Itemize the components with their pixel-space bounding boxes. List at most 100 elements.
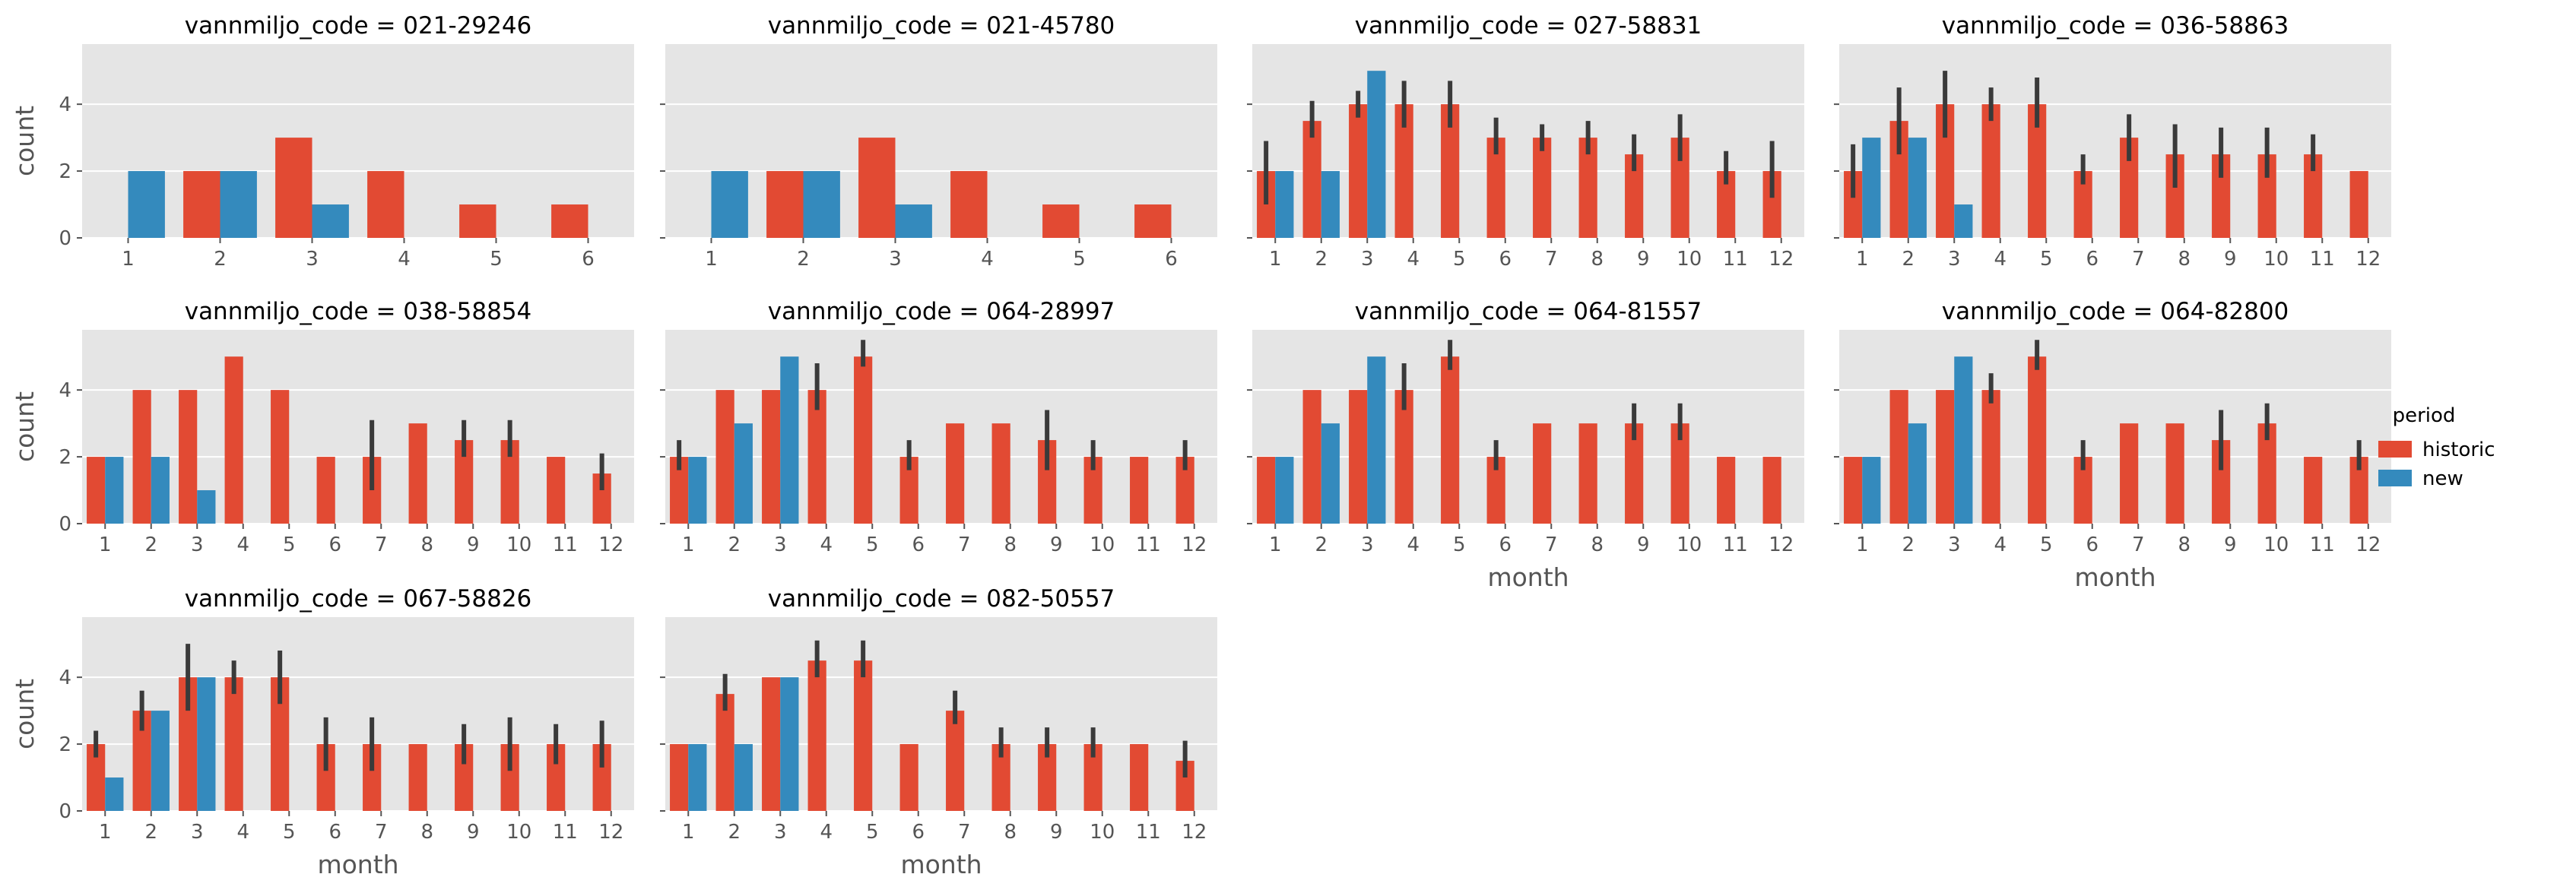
x-tick-label: 6 xyxy=(912,821,925,844)
x-tick-label: 2 xyxy=(728,821,741,844)
panel-title: vannmiljo_code = 021-29246 xyxy=(185,12,532,40)
x-tick-label: 3 xyxy=(191,534,204,556)
bar-historic xyxy=(1844,457,1863,524)
x-tick-label: 6 xyxy=(328,534,341,556)
x-axis-label: month xyxy=(900,850,982,879)
bar-new xyxy=(197,677,216,811)
y-tick-label: 0 xyxy=(59,800,71,823)
x-tick-label: 4 xyxy=(1994,534,2007,556)
bar-historic xyxy=(1302,390,1321,524)
x-tick-label: 8 xyxy=(420,821,433,844)
bar-new xyxy=(1908,423,1927,524)
x-tick-label: 2 xyxy=(1902,248,1915,271)
x-tick-label: 7 xyxy=(958,534,971,556)
bar-historic xyxy=(858,138,896,238)
bar-historic xyxy=(547,457,566,524)
panel-title: vannmiljo_code = 021-45780 xyxy=(768,12,1115,40)
x-tick-label: 4 xyxy=(236,821,249,844)
panel-title: vannmiljo_code = 036-58863 xyxy=(1942,12,2289,40)
bar-historic xyxy=(950,171,988,238)
x-tick-label: 3 xyxy=(191,821,204,844)
x-tick-label: 12 xyxy=(2356,534,2381,556)
bar-new xyxy=(105,457,124,524)
bar-historic xyxy=(224,677,243,811)
x-tick-label: 2 xyxy=(728,534,741,556)
bar-historic xyxy=(316,457,335,524)
x-tick-label: 11 xyxy=(2310,248,2335,271)
bar-historic xyxy=(1578,423,1597,524)
bar-historic xyxy=(1042,204,1080,238)
x-tick-label: 6 xyxy=(912,534,925,556)
x-tick-label: 1 xyxy=(99,534,112,556)
bar-new xyxy=(895,204,932,238)
bar-historic xyxy=(1130,744,1149,811)
bar-new xyxy=(711,171,748,238)
y-tick-label: 0 xyxy=(59,513,71,536)
bar-historic xyxy=(991,423,1010,524)
bar-historic xyxy=(670,744,689,811)
bar-historic xyxy=(1257,457,1276,524)
x-tick-label: 9 xyxy=(1050,821,1063,844)
x-tick-label: 1 xyxy=(682,821,695,844)
bar-new xyxy=(780,356,799,524)
bar-historic xyxy=(715,694,734,811)
x-tick-label: 7 xyxy=(2132,534,2145,556)
bar-historic xyxy=(1533,138,1552,238)
panel-title: vannmiljo_code = 064-81557 xyxy=(1355,298,1702,325)
bar-historic xyxy=(1981,390,2000,524)
bar-historic xyxy=(2165,423,2184,524)
x-tick-label: 8 xyxy=(1004,534,1017,556)
x-tick-label: 12 xyxy=(2356,248,2381,271)
y-tick-label: 2 xyxy=(59,446,71,469)
x-tick-label: 8 xyxy=(1591,534,1604,556)
panel-background xyxy=(82,44,634,238)
facet-panel: 1 2 3 4 5 6 0 2 4 vannmiljo_code = 021-29246 count xyxy=(10,12,634,271)
x-tick-label: 10 xyxy=(1677,534,1702,556)
x-tick-label: 7 xyxy=(375,534,388,556)
bar-historic xyxy=(1441,356,1460,524)
bar-historic xyxy=(762,390,781,524)
bar-historic xyxy=(807,660,826,811)
panel-background xyxy=(1252,44,1804,238)
x-tick-label: 9 xyxy=(467,534,480,556)
panel-background xyxy=(1839,44,2391,238)
x-tick-label: 8 xyxy=(1591,248,1604,271)
x-tick-label: 6 xyxy=(582,248,595,271)
x-tick-label: 6 xyxy=(328,821,341,844)
bar-historic xyxy=(408,744,427,811)
x-tick-label: 3 xyxy=(1948,248,1961,271)
x-tick-label: 10 xyxy=(506,821,531,844)
x-tick-label: 6 xyxy=(1499,248,1512,271)
legend-label-new: new xyxy=(2422,467,2463,490)
x-tick-label: 10 xyxy=(2264,248,2289,271)
bar-new xyxy=(1954,204,1973,238)
x-tick-label: 8 xyxy=(2178,248,2191,271)
bar-historic xyxy=(715,390,734,524)
legend-swatch-historic xyxy=(2378,441,2412,458)
bar-historic xyxy=(899,744,918,811)
x-tick-label: 3 xyxy=(1948,534,1961,556)
y-axis-label: count xyxy=(10,391,40,462)
x-tick-label: 1 xyxy=(1269,534,1282,556)
panel-background xyxy=(82,330,634,524)
x-tick-label: 2 xyxy=(1902,534,1915,556)
bar-historic xyxy=(1349,390,1368,524)
bar-historic xyxy=(946,423,965,524)
x-tick-label: 3 xyxy=(306,248,319,271)
y-axis-label: count xyxy=(10,679,40,749)
bar-new xyxy=(197,490,216,524)
x-axis-label: month xyxy=(1487,562,1569,592)
bar-historic xyxy=(807,390,826,524)
bar-new xyxy=(1275,171,1294,238)
bar-new xyxy=(734,423,753,524)
x-tick-label: 5 xyxy=(2040,534,2053,556)
bar-new xyxy=(1367,356,1386,524)
bar-historic xyxy=(179,390,198,524)
panel-title: vannmiljo_code = 038-58854 xyxy=(185,298,532,325)
bar-new xyxy=(1275,457,1294,524)
bar-historic xyxy=(1130,457,1149,524)
x-tick-label: 10 xyxy=(506,534,531,556)
